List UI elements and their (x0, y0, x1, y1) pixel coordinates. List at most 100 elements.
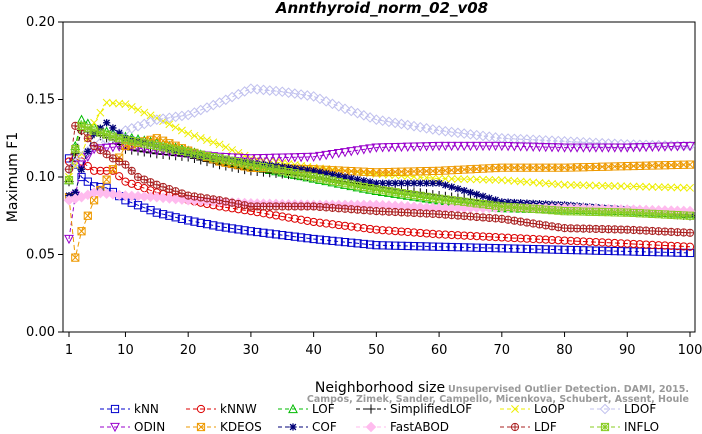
data-point-loop (121, 100, 130, 109)
data-point-lof (365, 184, 376, 194)
data-point-ldof (402, 119, 414, 131)
data-point-loop (146, 111, 155, 120)
data-point-fastabod (113, 189, 125, 201)
data-point-cof (353, 175, 362, 184)
legend-item-ldof: LDOF (590, 402, 656, 416)
data-point-odin (622, 143, 633, 153)
data-point-ldof (427, 124, 439, 135)
data-point-knn (290, 232, 299, 241)
data-point-knnw (378, 226, 387, 235)
data-point-odin (277, 153, 288, 163)
data-point-odin (521, 142, 532, 152)
data-point-ldf (510, 216, 519, 225)
data-point-cof (435, 179, 443, 187)
data-point-odin (383, 143, 394, 153)
data-point-loop (541, 179, 550, 188)
data-point-loop (134, 105, 142, 114)
legend-marker-kdeos (196, 422, 206, 432)
series-layer (63, 83, 696, 262)
data-point-ldof (333, 101, 345, 112)
legend-item-odin: ODIN (100, 420, 165, 434)
data-point-cof (479, 192, 487, 200)
data-point-ldof (82, 146, 94, 157)
data-point-kdeos (685, 160, 695, 169)
data-point-knnw (334, 220, 343, 230)
data-point-loop (667, 183, 676, 192)
data-point-knn (503, 244, 513, 253)
data-point-inflo (102, 130, 111, 139)
data-point-odin (678, 142, 689, 152)
data-point-knn (209, 221, 218, 230)
data-point-knnw (102, 166, 111, 175)
data-point-ldof (408, 120, 420, 132)
data-point-odin (321, 150, 332, 161)
series-inflo (64, 121, 695, 220)
data-point-ldf (240, 201, 249, 210)
data-point-knnw (453, 231, 463, 240)
data-point-knnw (616, 239, 626, 248)
data-point-odin (409, 142, 419, 152)
data-point-odin (490, 141, 501, 152)
x-tick-label: 40 (305, 343, 322, 358)
data-point-cof (460, 187, 468, 195)
data-point-knnw (447, 230, 456, 240)
data-point-ldof (126, 123, 138, 134)
data-point-cof (448, 183, 456, 191)
x-tick-label: 10 (117, 343, 134, 358)
data-point-knn (416, 242, 425, 251)
data-point-knnw (503, 233, 513, 242)
data-point-odin (101, 143, 112, 154)
data-point-knn (359, 239, 368, 249)
data-point-ldf (541, 221, 550, 230)
data-point-ldof (138, 118, 150, 130)
data-point-odin (534, 142, 545, 153)
data-point-ldf (529, 219, 538, 228)
data-point-knnw (365, 224, 375, 234)
data-point-knn (77, 172, 86, 182)
data-point-loop (102, 98, 111, 107)
data-point-knn (303, 234, 312, 243)
legend-item-fastabod: FastABOD (356, 420, 449, 434)
data-point-loop (585, 181, 594, 190)
data-point-lof (371, 185, 382, 196)
data-point-knn (441, 242, 450, 252)
data-point-knnw (648, 240, 657, 249)
data-point-odin (515, 142, 526, 152)
data-point-loop (209, 138, 218, 147)
data-point-cof (491, 196, 500, 204)
data-point-odin (578, 143, 589, 153)
data-point-knn (422, 242, 431, 251)
data-point-loop (629, 182, 638, 191)
data-point-ldof (471, 129, 483, 141)
data-point-ldf (83, 134, 92, 143)
data-point-loop (491, 175, 500, 184)
data-point-cof (366, 178, 374, 186)
data-point-loop (96, 108, 105, 117)
data-point-knnw (610, 238, 619, 248)
legend-label-knnw: kNNW (220, 402, 257, 416)
data-point-knn (428, 242, 437, 251)
data-point-ldf (221, 197, 230, 206)
data-point-odin (327, 149, 338, 160)
data-point-loop (642, 182, 651, 191)
data-point-odin (377, 143, 388, 153)
data-point-odin (340, 148, 350, 158)
data-point-ldf (516, 217, 525, 226)
data-point-knn (397, 241, 406, 250)
data-point-knnw (391, 226, 400, 236)
data-point-ldof (239, 86, 250, 97)
data-point-odin (465, 141, 476, 152)
data-point-loop (228, 146, 237, 154)
data-point-loop (617, 182, 625, 191)
data-point-knn (171, 213, 180, 222)
data-point-knn (240, 226, 249, 235)
data-point-knnw (359, 224, 368, 233)
data-point-cof (341, 173, 349, 181)
data-point-knnw (83, 162, 92, 171)
data-point-ldf (115, 157, 123, 166)
data-point-ldf (497, 214, 506, 223)
data-point-fastabod (88, 187, 100, 198)
data-point-loop (548, 179, 556, 188)
legend-label-ldof: LDOF (624, 402, 656, 416)
data-point-lof (321, 175, 332, 186)
